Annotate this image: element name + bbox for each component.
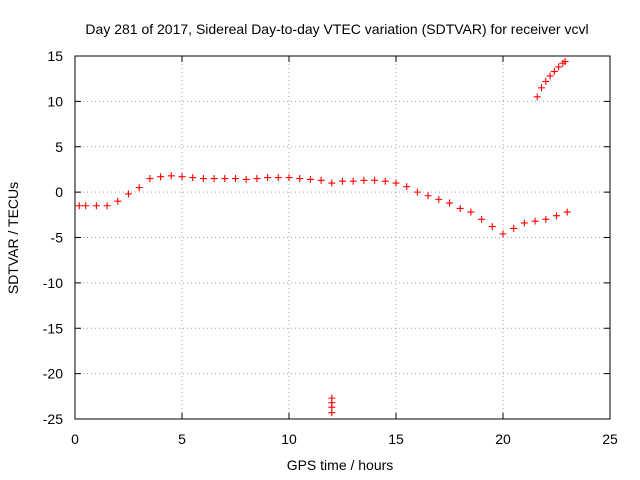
data-point [285, 174, 293, 182]
data-point [221, 175, 229, 183]
data-point [561, 57, 569, 65]
data-point [510, 224, 518, 232]
data-point [114, 197, 122, 205]
data-point [210, 175, 218, 183]
y-tick-label: 10 [47, 93, 63, 109]
data-point [296, 175, 304, 183]
data-point [563, 208, 571, 216]
data-point [135, 184, 143, 192]
data-point [478, 215, 486, 223]
grid-lines [75, 56, 610, 419]
data-point [232, 175, 239, 183]
data-point [499, 230, 507, 238]
data-point [82, 202, 90, 210]
data-point [103, 202, 111, 210]
x-tick-labels: 0 5 10 15 20 25 [71, 431, 618, 447]
data-point [199, 175, 207, 183]
y-tick-label: -10 [43, 275, 63, 291]
data-point [381, 177, 389, 185]
data-point [242, 175, 250, 183]
data-point [550, 67, 558, 75]
data-point [157, 173, 165, 181]
x-tick-label: 25 [602, 431, 618, 447]
data-point [533, 93, 541, 101]
data-point [75, 202, 83, 210]
data-point [274, 174, 282, 182]
x-tick-label: 0 [71, 431, 79, 447]
y-tick-labels: 15 10 5 0 -5 -10 -15 -20 -25 [43, 48, 63, 427]
data-point [520, 219, 528, 227]
axis-ticks [74, 55, 611, 420]
y-tick-label: 5 [55, 139, 63, 155]
series-main-trace [75, 172, 571, 238]
data-point [339, 177, 346, 185]
x-tick-label: 20 [495, 431, 511, 447]
data-point [392, 179, 400, 187]
data-point [328, 179, 336, 187]
data-point [538, 84, 546, 92]
data-point [92, 202, 100, 210]
data-point [403, 183, 411, 191]
data-point [328, 409, 336, 417]
data-point [555, 63, 563, 71]
y-tick-label: -25 [43, 411, 63, 427]
data-point [360, 176, 368, 184]
data-point [178, 173, 186, 181]
chart-title: Day 281 of 2017, Sidereal Day-to-day VTE… [85, 21, 588, 37]
data-point [531, 217, 539, 225]
y-tick-label: -5 [51, 230, 64, 246]
data-point [264, 174, 272, 182]
data-point [167, 172, 175, 180]
y-tick-label: 15 [47, 48, 63, 64]
data-point [317, 176, 325, 184]
data-point [146, 175, 154, 183]
x-tick-label: 10 [281, 431, 297, 447]
data-point [424, 192, 432, 200]
data-point [306, 175, 314, 183]
data-point [456, 204, 464, 212]
series-upper-branch [533, 57, 569, 101]
data-point [371, 176, 379, 184]
data-point [189, 174, 197, 182]
x-tick-label: 5 [178, 431, 186, 447]
data-point [446, 199, 453, 207]
data-point [435, 195, 443, 203]
data-point [542, 77, 550, 85]
x-axis-label: GPS time / hours [287, 457, 394, 473]
data-point [546, 72, 554, 80]
series-outliers [328, 394, 336, 417]
data-point [349, 177, 357, 185]
data-point [553, 212, 560, 220]
data-point [467, 208, 475, 216]
data-point [413, 188, 421, 196]
y-tick-label: 0 [55, 184, 63, 200]
data-point [542, 215, 550, 223]
y-tick-label: -15 [43, 320, 63, 336]
data-point [488, 223, 496, 231]
y-axis-label: SDTVAR / TECUs [5, 182, 21, 294]
x-tick-label: 15 [388, 431, 404, 447]
y-tick-label: -20 [43, 366, 63, 382]
data-point [253, 175, 261, 183]
data-point [125, 190, 132, 198]
data-points [75, 57, 571, 417]
